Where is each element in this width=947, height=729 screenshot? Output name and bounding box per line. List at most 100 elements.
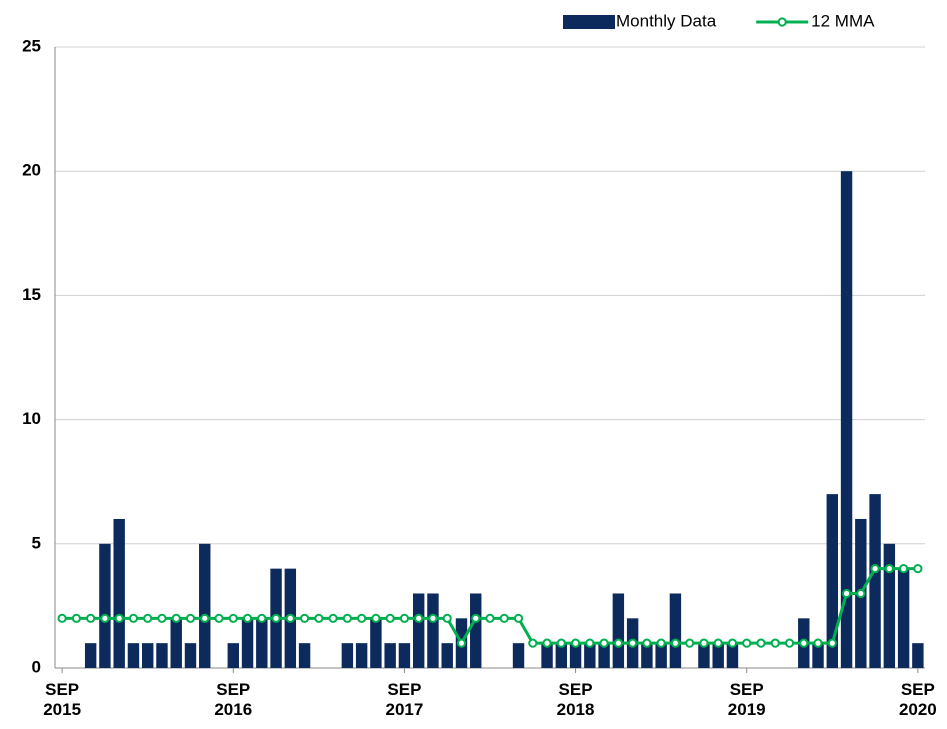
bar [541, 643, 553, 668]
line-marker [314, 613, 324, 623]
bar [470, 593, 482, 668]
line-marker [399, 613, 410, 623]
bar [712, 643, 724, 668]
legend-swatch [563, 15, 615, 29]
x-tick-label: SEP 2019 [727, 680, 766, 719]
line-marker [100, 613, 110, 623]
line-marker [285, 613, 295, 623]
line-marker [257, 613, 267, 623]
bar [184, 643, 197, 668]
line-marker [214, 613, 224, 623]
bar [912, 643, 924, 668]
bar [655, 643, 667, 668]
line-marker [784, 638, 795, 648]
line-marker [542, 638, 552, 648]
line-marker [670, 638, 681, 648]
line-marker [385, 613, 395, 623]
line-marker [613, 638, 623, 648]
bar [199, 543, 211, 668]
line-marker [485, 613, 495, 623]
bar [412, 593, 425, 668]
bar [127, 643, 140, 668]
line-marker [513, 613, 524, 623]
line-marker [86, 613, 96, 623]
bar [669, 593, 682, 668]
bar [99, 543, 111, 668]
y-tick-label: 0 [32, 657, 41, 676]
bar [341, 643, 354, 668]
bar [384, 643, 396, 668]
bar [427, 593, 439, 668]
x-tick-label: SEP 2016 [214, 680, 253, 719]
line-marker [884, 564, 894, 574]
bar [84, 643, 97, 668]
line-marker [856, 588, 866, 599]
line-marker [685, 638, 695, 648]
line-marker [299, 613, 310, 623]
y-tick-label: 20 [22, 161, 41, 180]
bar [142, 643, 154, 668]
line-marker [228, 613, 238, 623]
line-marker [570, 638, 581, 648]
line-marker [642, 638, 652, 648]
bar [441, 643, 453, 668]
y-tick-label: 10 [22, 409, 41, 428]
line-marker [742, 638, 752, 648]
x-tick-label: SEP 2017 [385, 680, 424, 719]
bar [612, 593, 625, 668]
line-marker [414, 613, 424, 623]
bar [227, 643, 239, 668]
line-marker [114, 613, 124, 623]
line-marker [585, 638, 595, 648]
line-marker [171, 613, 181, 623]
line-marker [599, 638, 609, 648]
x-tick-label: SEP 2018 [556, 680, 595, 719]
bar [826, 494, 838, 668]
line-marker [143, 613, 153, 623]
line-marker [357, 613, 367, 623]
y-tick-label: 15 [22, 285, 41, 304]
y-tick-label: 5 [32, 533, 41, 552]
bar [869, 494, 881, 668]
line-marker [656, 638, 666, 648]
line-marker [699, 638, 709, 648]
line-marker [770, 638, 780, 648]
bar [156, 643, 168, 668]
line-marker [870, 564, 880, 574]
x-tick-label: SEP 2015 [43, 680, 82, 719]
bar [398, 643, 411, 668]
line-marker [200, 613, 210, 623]
bar [598, 643, 610, 668]
line-marker [328, 613, 338, 623]
line-marker [471, 613, 481, 623]
line [62, 567, 918, 647]
line-marker [756, 638, 766, 648]
line-marker [827, 638, 837, 648]
line-marker [913, 564, 923, 574]
line-marker [342, 613, 352, 623]
bar [641, 643, 653, 668]
bar [883, 543, 896, 668]
bar [726, 643, 739, 668]
line-marker [71, 613, 81, 623]
line-marker [442, 613, 452, 623]
bar [584, 643, 596, 668]
bar [370, 618, 382, 668]
line-marker [628, 638, 638, 648]
bar [812, 643, 824, 668]
line-marker [456, 638, 467, 648]
bar [298, 643, 311, 668]
line-marker [185, 613, 196, 623]
x-tick-label: SEP 2020 [898, 680, 937, 719]
line-marker [271, 613, 281, 623]
line-marker [813, 638, 823, 648]
line-marker [428, 613, 438, 623]
bar [569, 643, 582, 668]
bar [698, 643, 710, 668]
bar [355, 643, 368, 668]
line-marker [528, 638, 538, 648]
line-marker [841, 588, 852, 599]
line-marker [899, 564, 909, 574]
line-marker [556, 638, 566, 648]
